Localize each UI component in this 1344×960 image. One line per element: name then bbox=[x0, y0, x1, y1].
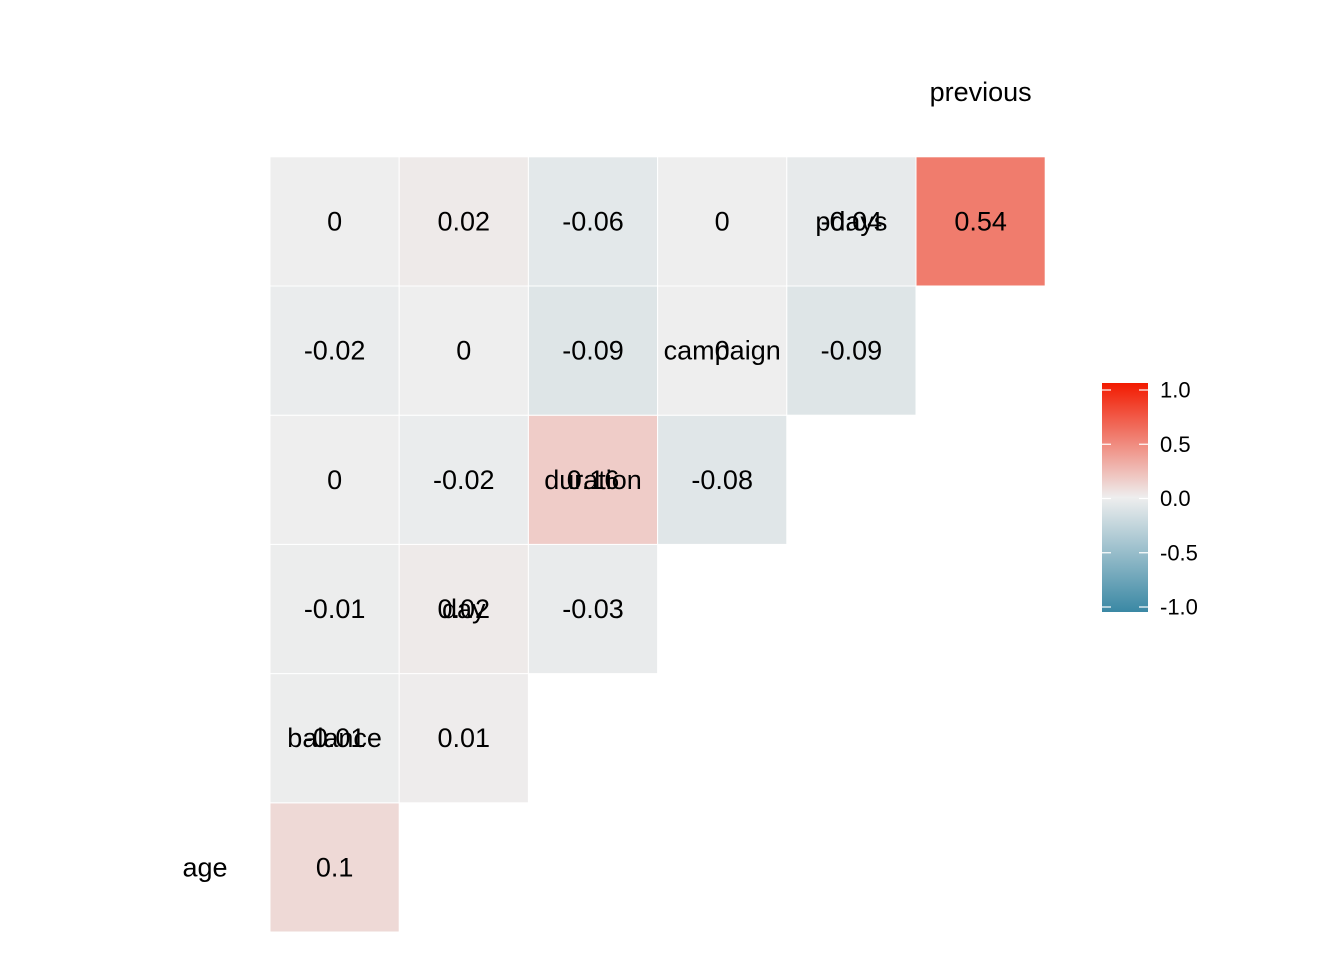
cell-tile bbox=[786, 156, 917, 287]
cell-tile bbox=[786, 285, 917, 416]
legend-tick-label: 0.5 bbox=[1160, 432, 1191, 457]
variable-label-previous: previous bbox=[930, 77, 1032, 107]
heatmap-cell-pdays-balance: 0 bbox=[398, 285, 529, 416]
cell-value-label: 0 bbox=[715, 206, 730, 236]
heatmap-cell-previous-balance: 0.02 bbox=[398, 156, 529, 287]
heatmap-cell-day-balance: 0.01 bbox=[398, 673, 529, 804]
heatmap-cell-balance-age: 0.1 bbox=[269, 802, 400, 933]
heatmap-cell-previous-campaign: -0.04 bbox=[786, 156, 917, 287]
heatmap-cell-pdays-duration: 0 bbox=[657, 285, 788, 416]
cell-value-label: 0 bbox=[327, 206, 342, 236]
cell-tile bbox=[269, 802, 400, 933]
cell-tile bbox=[657, 414, 788, 545]
variable-labels: age balance day duration campaign pdays previo… bbox=[182, 77, 1031, 882]
heatmap-cell-previous-duration: 0 bbox=[657, 156, 788, 287]
cell-value-label: -0.06 bbox=[562, 206, 624, 236]
cell-value-label: 0 bbox=[456, 336, 471, 366]
cell-value-label: 0 bbox=[715, 336, 730, 366]
heatmap-cell-campaign-balance: -0.02 bbox=[398, 414, 529, 545]
cell-tile bbox=[657, 285, 788, 416]
cell-tile bbox=[527, 543, 659, 675]
variable-label-day: day bbox=[442, 594, 486, 624]
cell-value-label: -0.02 bbox=[304, 336, 366, 366]
cell-value-label: 0.1 bbox=[316, 852, 354, 882]
legend-tick-label: 1.0 bbox=[1160, 378, 1191, 403]
cell-value-label: 0.54 bbox=[954, 206, 1007, 236]
cell-value-label: 0.02 bbox=[438, 206, 491, 236]
heatmap-cell-campaign-age: 0 bbox=[269, 414, 400, 545]
cell-value-label: 0.16 bbox=[567, 465, 620, 495]
heatmap-cell-previous-day: -0.06 bbox=[527, 156, 659, 287]
heatmap-cell-campaign-day: 0.16 bbox=[527, 414, 659, 545]
legend-tick-label: -0.5 bbox=[1160, 540, 1198, 565]
color-legend: 1.0 0.5 0.0 -0.5 -1.0 bbox=[1102, 378, 1198, 620]
cell-value-label: -0.03 bbox=[562, 594, 624, 624]
cell-tile bbox=[398, 414, 529, 545]
cell-value-label: -0.04 bbox=[821, 206, 883, 236]
cell-tile bbox=[527, 156, 659, 287]
cell-tile bbox=[269, 414, 400, 545]
cell-value-label: 0 bbox=[327, 465, 342, 495]
cell-tile bbox=[398, 543, 529, 675]
cell-tile bbox=[269, 156, 400, 287]
cell-value-label: -0.09 bbox=[821, 336, 883, 366]
variable-label-duration: duration bbox=[544, 465, 642, 495]
cell-value-label: -0.01 bbox=[304, 723, 366, 753]
variable-label-age: age bbox=[182, 852, 227, 882]
heatmap-cell-previous-age: 0 bbox=[269, 156, 400, 287]
cell-tile bbox=[398, 673, 529, 804]
cell-tile bbox=[527, 285, 659, 416]
variable-label-campaign: campaign bbox=[664, 336, 781, 366]
cell-tile bbox=[527, 414, 659, 545]
heatmap-cell-day-age: -0.01 bbox=[269, 673, 400, 804]
heatmap-cell-campaign-duration: -0.08 bbox=[657, 414, 788, 545]
cell-value-label: -0.09 bbox=[562, 336, 624, 366]
cell-value-label: 0.02 bbox=[438, 594, 491, 624]
variable-label-balance: balance bbox=[287, 723, 382, 753]
cell-value-label: 0.01 bbox=[438, 723, 491, 753]
cell-value-label: -0.02 bbox=[433, 465, 495, 495]
legend-ticks: 1.0 0.5 0.0 -0.5 -1.0 bbox=[1102, 378, 1198, 620]
heatmap-cell-pdays-age: -0.02 bbox=[269, 285, 400, 416]
heatmap-cell-pdays-day: -0.09 bbox=[527, 285, 659, 416]
cell-value-label: -0.08 bbox=[691, 465, 753, 495]
cell-tile bbox=[269, 673, 400, 804]
variable-label-pdays: pdays bbox=[815, 206, 887, 236]
heatmap-cell-duration-balance: 0.02 bbox=[398, 543, 529, 675]
legend-colorbar bbox=[1102, 383, 1148, 612]
cell-tile bbox=[915, 156, 1046, 287]
heatmap-cell-duration-age: -0.01 bbox=[269, 543, 400, 675]
heatmap-cell-duration-day: -0.03 bbox=[527, 543, 659, 675]
heatmap-cell-previous-pdays: 0.54 bbox=[915, 156, 1046, 287]
heatmap-cells: 0.1 -0.01 0.01 -0.01 0.02 -0.03 0 -0.02 0.16 -0.0… bbox=[269, 156, 1046, 933]
heatmap-cell-pdays-campaign: -0.09 bbox=[786, 285, 917, 416]
legend-tick-label: -1.0 bbox=[1160, 595, 1198, 620]
cell-tile bbox=[269, 543, 400, 675]
cell-tile bbox=[657, 156, 788, 287]
cell-value-label: -0.01 bbox=[304, 594, 366, 624]
legend-tick-label: 0.0 bbox=[1160, 486, 1191, 511]
